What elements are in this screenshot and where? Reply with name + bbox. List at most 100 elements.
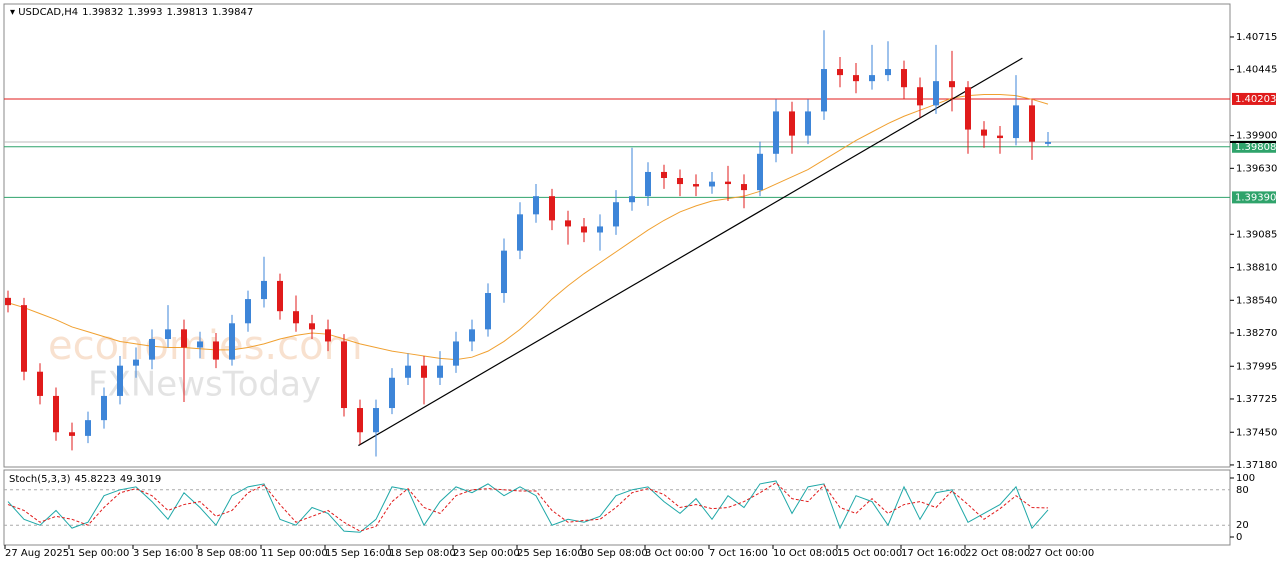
candle-body <box>213 341 219 360</box>
candle-body <box>357 408 363 433</box>
ohlc-high: 1.3993 <box>128 7 163 18</box>
level-tag <box>1232 92 1276 105</box>
ohlc-low: 1.39813 <box>167 7 208 18</box>
candle-body <box>373 408 379 433</box>
candle-body <box>1045 142 1051 144</box>
candle-body <box>949 81 955 88</box>
candle-body <box>341 341 347 409</box>
y-tick-label: 1.37450 <box>1236 427 1277 438</box>
y-tick-label: 20 <box>1236 520 1249 531</box>
x-tick-label: 18 Sep 08:00 <box>389 548 456 559</box>
candle-body <box>581 226 587 233</box>
watermark: economies.com FXNewsToday <box>48 323 363 405</box>
candle-body <box>165 329 171 340</box>
candle-body <box>885 69 891 76</box>
candle-body <box>37 371 43 396</box>
candle-body <box>21 305 27 372</box>
candle-body <box>53 395 59 433</box>
level-tag <box>1232 140 1276 153</box>
x-tick-label: 7 Oct 16:00 <box>709 548 768 559</box>
x-tick-label: 23 Sep 00:00 <box>453 548 520 559</box>
y-tick-label: 1.39085 <box>1236 229 1277 240</box>
candle-body <box>117 365 123 396</box>
level-tag <box>1232 191 1276 204</box>
watermark-text: economies.com <box>48 323 363 369</box>
stoch-title: Stoch(5,3,3) <box>9 474 71 485</box>
x-tick-label: 25 Sep 16:00 <box>517 548 584 559</box>
candle-body <box>5 297 11 306</box>
x-tick-label: 22 Oct 08:00 <box>965 548 1030 559</box>
candle-body <box>981 129 987 136</box>
candle-body <box>789 111 795 136</box>
trendline <box>358 57 1023 447</box>
y-tick-label: 1.37995 <box>1236 361 1277 372</box>
candle-body <box>933 81 939 106</box>
candle-body <box>133 359 139 366</box>
candle-body <box>421 365 427 378</box>
candle-body <box>181 329 187 348</box>
stoch-header: Stoch(5,3,3) 45.8223 49.3019 <box>9 474 161 485</box>
y-tick-label: 100 <box>1236 473 1255 484</box>
candle-body <box>85 420 91 436</box>
x-tick-label: 15 Sep 16:00 <box>325 548 392 559</box>
moving-average <box>7 93 1049 361</box>
watermark-text: FXNewsToday <box>88 365 321 405</box>
candle-body <box>69 432 75 436</box>
candle-body <box>597 226 603 233</box>
candle-body <box>917 87 923 106</box>
candle-body <box>517 214 523 251</box>
stoch-main: 45.8223 <box>74 474 115 485</box>
candle-body <box>533 196 539 215</box>
candle-body <box>309 323 315 330</box>
level-label: 1.40203 <box>1235 94 1276 105</box>
x-tick-label: 3 Sep 16:00 <box>133 548 193 559</box>
candle-body <box>613 202 619 227</box>
y-tick-label: 0 <box>1236 532 1242 543</box>
candle-body <box>549 196 555 221</box>
candle-body <box>453 341 459 366</box>
candle-body <box>997 135 1003 139</box>
candle-body <box>469 329 475 342</box>
candle-body <box>405 365 411 378</box>
x-tick-label: 15 Oct 00:00 <box>837 548 902 559</box>
x-tick-label: 27 Aug 2025 <box>5 548 69 559</box>
candle-body <box>869 75 875 82</box>
candle-body <box>725 181 731 185</box>
symbol: ▾ <box>10 7 18 18</box>
ohlc-close: 1.39847 <box>212 7 253 18</box>
y-tick-label: 1.37180 <box>1236 460 1277 471</box>
y-tick-label: 1.39630 <box>1236 163 1277 174</box>
title: USDCAD,H4 <box>18 7 78 18</box>
candle-body <box>693 184 699 187</box>
stoch-line <box>7 480 1049 533</box>
y-tick-label: 1.37725 <box>1236 394 1277 405</box>
candle-body <box>965 87 971 130</box>
candle-body <box>501 250 507 294</box>
candle-body <box>293 311 299 324</box>
candle-body <box>229 323 235 360</box>
candle-body <box>261 280 267 300</box>
candle-body <box>245 299 251 324</box>
x-tick-label: 3 Oct 00:00 <box>645 548 704 559</box>
y-tick-label: 1.38540 <box>1236 295 1277 306</box>
candle-body <box>709 181 715 187</box>
x-tick-label: 1 Sep 00:00 <box>69 548 129 559</box>
level-label: 1.39808 <box>1235 142 1276 153</box>
x-tick-label: 27 Oct 00:00 <box>1029 548 1094 559</box>
candle-body <box>837 69 843 76</box>
candle-body <box>805 111 811 136</box>
y-tick-label: 1.40715 <box>1236 32 1277 43</box>
candle-body <box>821 69 827 112</box>
x-tick-label: 30 Sep 08:00 <box>581 548 648 559</box>
level-label: 1.39390 <box>1235 192 1276 203</box>
chart-header: ▾ USDCAD,H4 1.39832 1.3993 1.39813 1.39847 <box>10 7 253 18</box>
candle-body <box>1013 105 1019 139</box>
candle-body <box>677 178 683 185</box>
candle-body <box>853 75 859 82</box>
y-tick-label: 80 <box>1236 485 1249 496</box>
stoch-line <box>7 482 1049 532</box>
candle-body <box>757 153 763 191</box>
candle-body <box>901 69 907 88</box>
candle-body <box>437 365 443 378</box>
